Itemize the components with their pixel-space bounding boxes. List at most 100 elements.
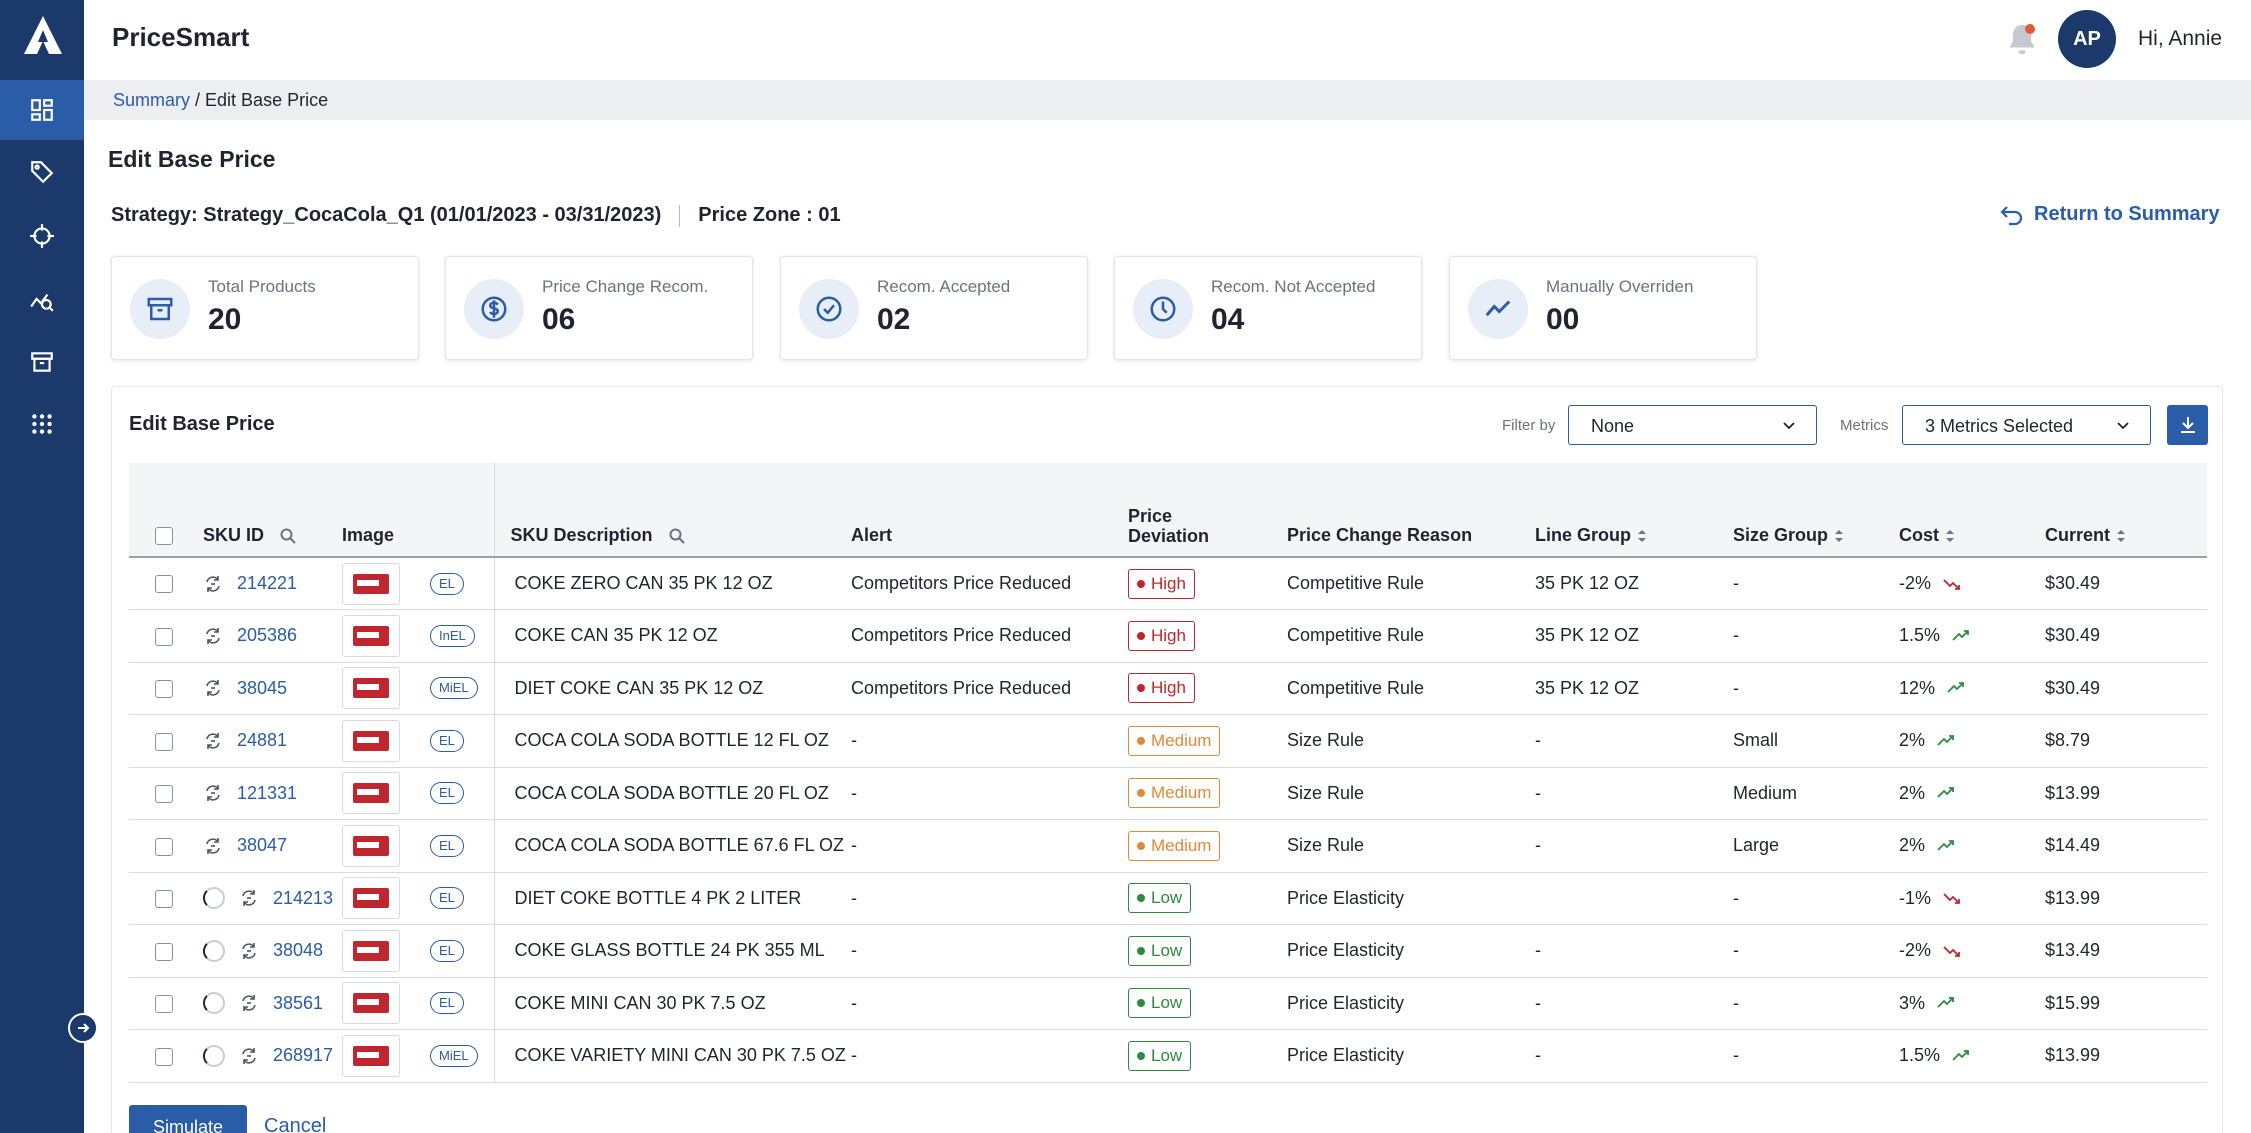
image-cell: MiEL bbox=[342, 662, 495, 715]
table-row[interactable]: 38561 EL COKE MINI CAN 30 PK 7.5 OZ - Low Pri… bbox=[129, 977, 2207, 1030]
column-header-cost[interactable]: Cost bbox=[1899, 463, 2045, 558]
refresh-icon[interactable] bbox=[239, 888, 259, 908]
deviation-badge: Low bbox=[1128, 988, 1192, 1019]
sku-id-link[interactable]: 205386 bbox=[237, 625, 298, 646]
refresh-icon[interactable] bbox=[203, 678, 223, 698]
refresh-icon[interactable] bbox=[203, 783, 223, 803]
sku-id-link[interactable]: 121331 bbox=[237, 782, 298, 803]
row-checkbox[interactable] bbox=[155, 1047, 173, 1066]
product-image[interactable] bbox=[342, 929, 400, 972]
row-checkbox[interactable] bbox=[155, 627, 173, 646]
return-to-summary-link[interactable]: Return to Summary bbox=[2000, 203, 2220, 226]
table-row[interactable]: 38047 EL COCA COLA SODA BOTTLE 67.6 FL OZ -… bbox=[129, 819, 2207, 873]
column-header-current[interactable]: Current bbox=[2045, 463, 2207, 558]
cost-cell: -1% bbox=[1899, 872, 2045, 925]
elasticity-tag: MiEL bbox=[430, 1044, 478, 1067]
metrics-select[interactable]: 3 Metrics Selected bbox=[1902, 405, 2151, 445]
divider bbox=[679, 204, 681, 227]
filter-by-select[interactable]: None bbox=[1568, 405, 1817, 445]
select-all-checkbox[interactable] bbox=[155, 527, 173, 546]
product-image[interactable] bbox=[342, 562, 400, 605]
refresh-icon[interactable] bbox=[239, 941, 259, 961]
row-checkbox[interactable] bbox=[155, 680, 173, 698]
product-image[interactable] bbox=[342, 719, 400, 762]
column-header-line-group[interactable]: Line Group bbox=[1535, 463, 1733, 558]
sku-id-link[interactable]: 214221 bbox=[237, 573, 298, 593]
select-all-header bbox=[129, 463, 203, 558]
sku-id-link[interactable]: 38045 bbox=[237, 677, 288, 698]
product-image[interactable] bbox=[342, 667, 400, 710]
product-image[interactable] bbox=[342, 824, 400, 867]
refresh-icon[interactable] bbox=[203, 574, 223, 594]
table-row[interactable]: 24881 EL COCA COLA SODA BOTTLE 12 FL OZ - Me… bbox=[129, 714, 2207, 768]
download-button[interactable] bbox=[2167, 405, 2208, 445]
row-checkbox[interactable] bbox=[155, 995, 173, 1013]
refresh-icon[interactable] bbox=[203, 836, 223, 856]
product-image[interactable] bbox=[342, 1034, 400, 1077]
image-cell: EL bbox=[342, 924, 495, 978]
arrow-right-icon bbox=[78, 1023, 90, 1033]
cost-value: -1% bbox=[1899, 887, 1932, 908]
current-price-cell: $13.49 bbox=[2045, 924, 2207, 978]
search-icon[interactable] bbox=[668, 527, 686, 545]
sidebar-item-target[interactable] bbox=[0, 206, 84, 266]
sku-id-link[interactable]: 38048 bbox=[273, 940, 324, 961]
sidebar-item-apps[interactable] bbox=[0, 394, 84, 454]
search-icon[interactable] bbox=[279, 527, 297, 545]
current-price-cell: $14.49 bbox=[2045, 819, 2207, 873]
sku-description-cell: COKE CAN 35 PK 12 OZ bbox=[494, 609, 851, 663]
table-row[interactable]: 268917 MiEL COKE VARIETY MINI CAN 30 PK 7.… bbox=[129, 1029, 2207, 1083]
table-row[interactable]: 38045 MiEL DIET COKE CAN 35 PK 12 OZ Compet… bbox=[129, 662, 2207, 715]
product-image[interactable] bbox=[342, 877, 400, 920]
table-row[interactable]: 214213 EL DIET COKE BOTTLE 4 PK 2 LITER - Lo… bbox=[129, 872, 2207, 925]
row-checkbox[interactable] bbox=[155, 837, 173, 856]
column-header-sku-id: SKU ID bbox=[203, 463, 342, 558]
table-row[interactable]: 214221 EL COKE ZERO CAN 35 PK 12 OZ Competi… bbox=[129, 557, 2207, 610]
product-image[interactable] bbox=[342, 614, 400, 657]
breadcrumb-summary-link[interactable]: Summary bbox=[113, 90, 191, 110]
sidebar-item-analytics[interactable] bbox=[0, 270, 84, 330]
column-header-size-group[interactable]: Size Group bbox=[1733, 463, 1899, 558]
refresh-icon[interactable] bbox=[239, 1046, 259, 1066]
image-cell: EL bbox=[342, 819, 495, 873]
cancel-button[interactable]: Cancel bbox=[264, 1115, 327, 1133]
chevron-down-icon bbox=[2117, 422, 2129, 430]
app-title: PriceSmart bbox=[112, 22, 250, 52]
sku-id-link[interactable]: 24881 bbox=[237, 730, 288, 751]
current-price-cell: $13.99 bbox=[2045, 1029, 2207, 1083]
table-row[interactable]: 121331 EL COCA COLA SODA BOTTLE 20 FL OZ - M… bbox=[129, 767, 2207, 820]
table-row[interactable]: 205386 InEL COKE CAN 35 PK 12 OZ Competitor… bbox=[129, 609, 2207, 663]
refresh-icon[interactable] bbox=[203, 626, 223, 646]
sku-id-link[interactable]: 214213 bbox=[273, 887, 334, 908]
size-group-cell: Small bbox=[1733, 714, 1899, 768]
product-image[interactable] bbox=[342, 772, 400, 815]
sidebar-item-dashboard[interactable] bbox=[0, 80, 84, 140]
row-checkbox[interactable] bbox=[155, 785, 173, 803]
brand-logo-icon[interactable] bbox=[22, 14, 64, 56]
row-checkbox[interactable] bbox=[155, 575, 173, 594]
sku-id-link[interactable]: 268917 bbox=[273, 1045, 334, 1066]
refresh-icon[interactable] bbox=[203, 731, 223, 751]
row-checkbox[interactable] bbox=[155, 732, 173, 751]
price-deviation-cell: Low bbox=[1128, 1029, 1287, 1083]
row-checkbox[interactable] bbox=[155, 890, 173, 908]
product-image[interactable] bbox=[342, 982, 400, 1025]
avatar[interactable]: AP bbox=[2058, 10, 2116, 68]
refresh-icon[interactable] bbox=[239, 993, 259, 1013]
simulate-button[interactable]: Simulate bbox=[129, 1105, 247, 1133]
row-checkbox[interactable] bbox=[155, 942, 173, 961]
kpi-value: 02 bbox=[877, 303, 911, 336]
sidebar-item-pricing[interactable] bbox=[0, 142, 84, 202]
table-row[interactable]: 38048 EL COKE GLASS BOTTLE 24 PK 355 ML - Lo… bbox=[129, 924, 2207, 978]
sku-id-link[interactable]: 38047 bbox=[237, 835, 288, 856]
deviation-label: Low bbox=[1151, 993, 1183, 1013]
sidebar-item-archive[interactable] bbox=[0, 332, 84, 392]
cost-value: 2% bbox=[1899, 835, 1926, 856]
sku-description-cell: COKE MINI CAN 30 PK 7.5 OZ bbox=[494, 977, 851, 1030]
sidebar-expand-button[interactable] bbox=[68, 1013, 98, 1043]
current-price-cell: $15.99 bbox=[2045, 977, 2207, 1030]
sku-id-link[interactable]: 38561 bbox=[273, 992, 324, 1013]
sku-id-cell: 38561 bbox=[203, 977, 342, 1030]
row-select-cell bbox=[129, 872, 203, 925]
kpi-value: 20 bbox=[208, 303, 242, 336]
